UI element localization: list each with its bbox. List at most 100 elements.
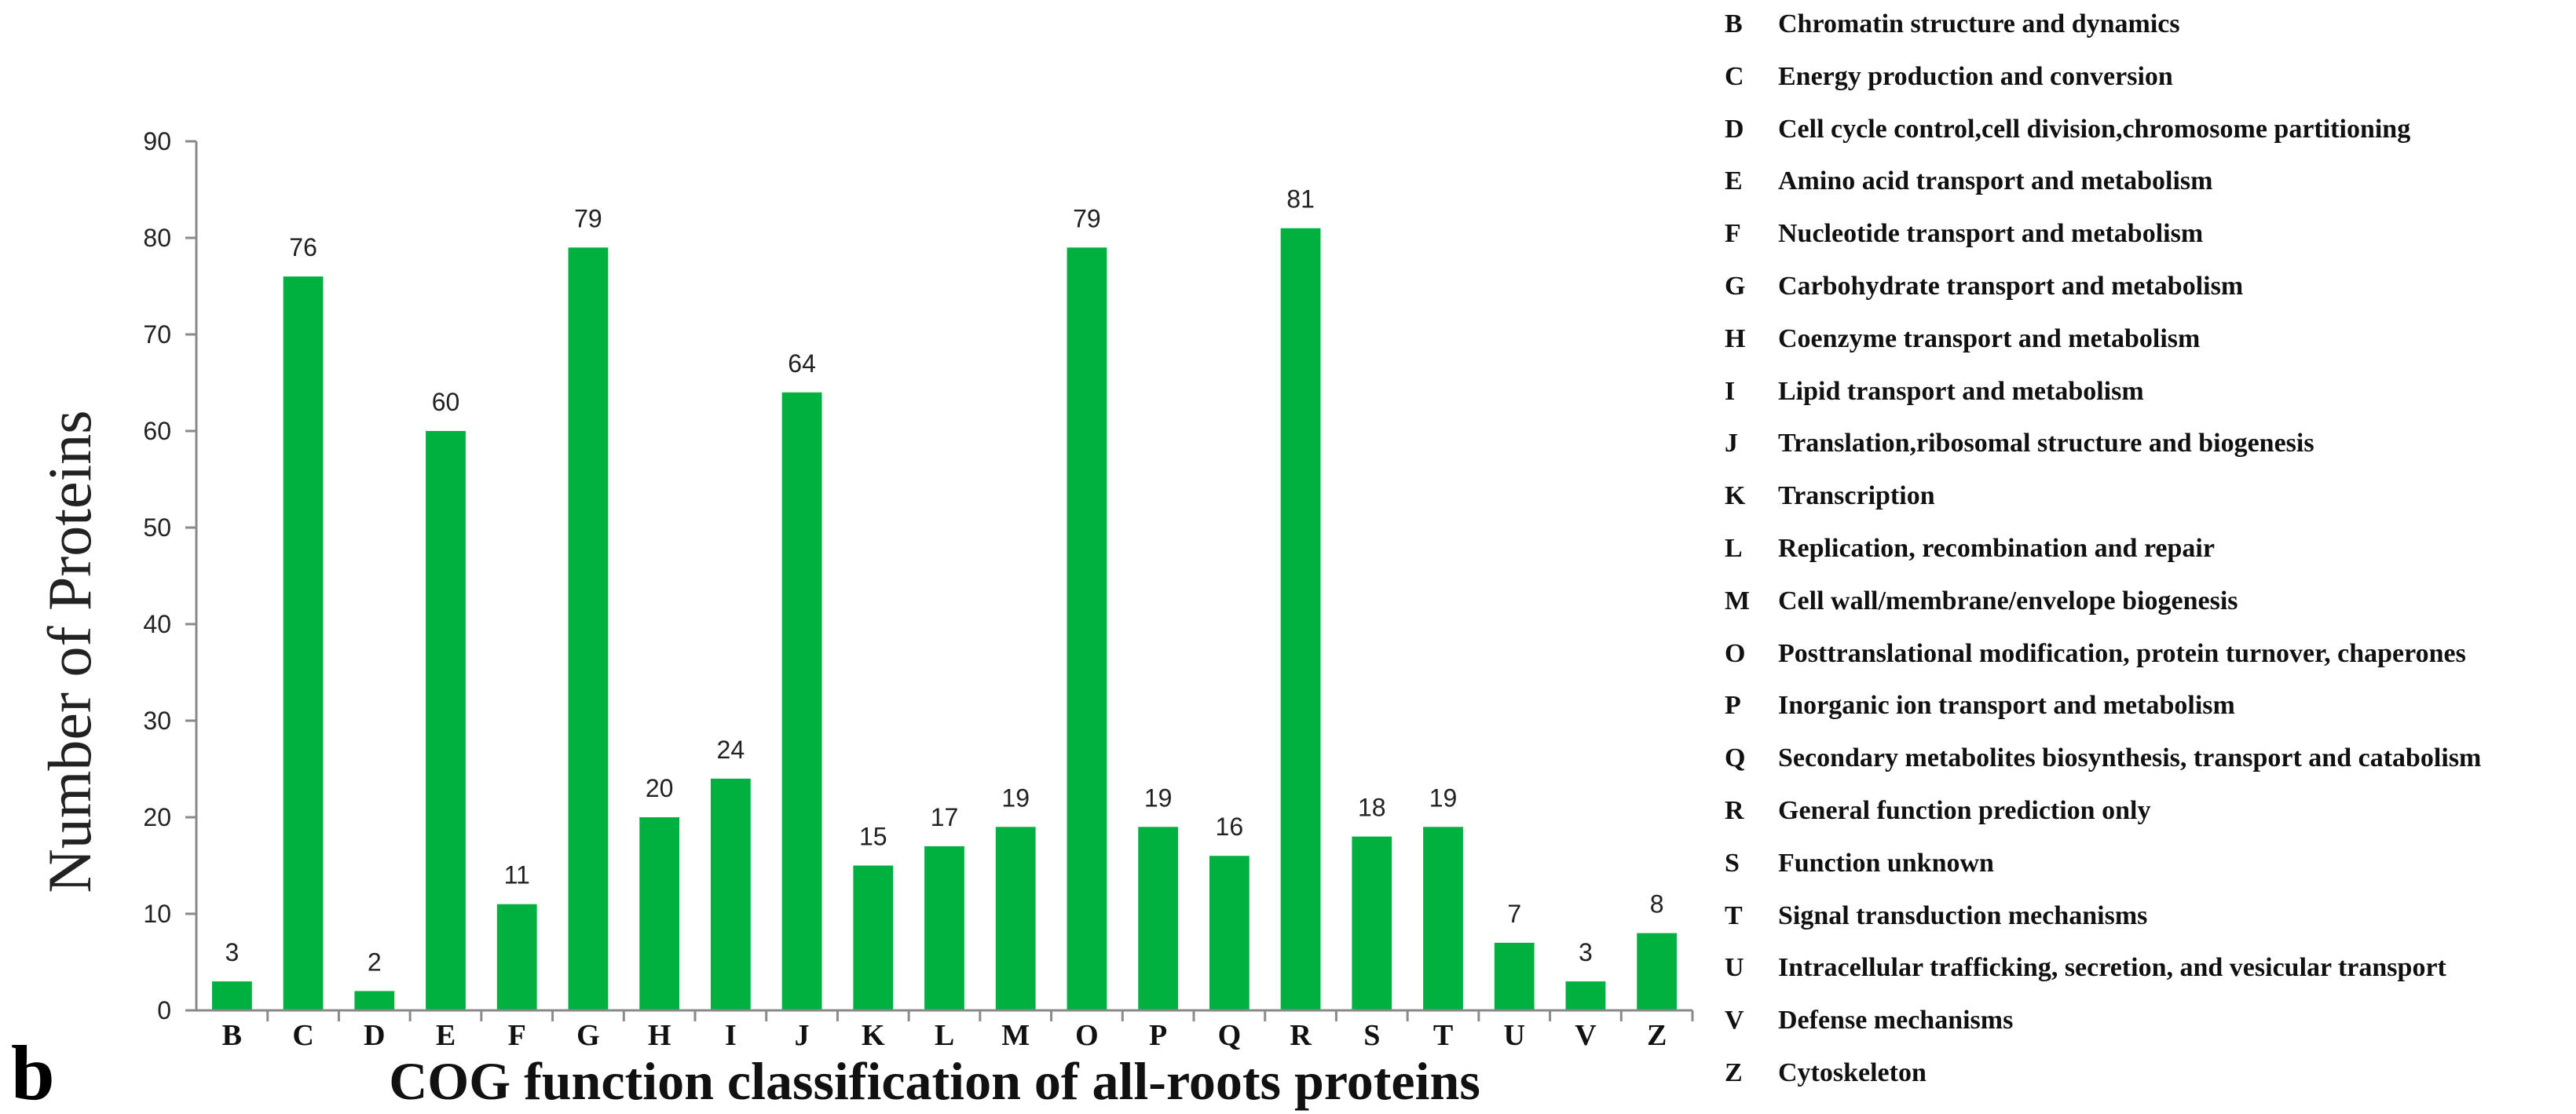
- x-tick-label-D: D: [364, 1019, 385, 1052]
- legend-text: Cytoskeleton: [1778, 1057, 1927, 1087]
- data-label-F: 11: [504, 861, 530, 889]
- x-tick-label-S: S: [1363, 1019, 1380, 1052]
- y-tick-label: 10: [143, 900, 171, 928]
- y-tick-label: 70: [143, 320, 171, 349]
- y-tick-label: 50: [143, 513, 171, 542]
- legend-item-H: H Coenzyme transport and metabolism: [1725, 324, 2573, 377]
- bar-U: [1494, 942, 1535, 1010]
- legend-text: Cell wall/membrane/envelope biogenesis: [1778, 586, 2238, 615]
- x-tick-label-O: O: [1075, 1019, 1099, 1052]
- legend-text: General function prediction only: [1778, 795, 2151, 825]
- bar-O: [1067, 247, 1107, 1010]
- legend-code: M: [1725, 586, 1751, 615]
- x-axis-title: COG function classification of all-roots…: [389, 1051, 1480, 1111]
- data-label-Q: 16: [1216, 813, 1244, 841]
- data-label-V: 3: [1579, 938, 1593, 966]
- legend: B Chromatin structure and dynamics C Energy…: [1725, 9, 2573, 1111]
- legend-item-P: P Inorganic ion transport and metabolism: [1725, 691, 2573, 743]
- legend-text: Posttranslational modification, protein …: [1778, 638, 2466, 668]
- legend-code: Q: [1725, 743, 1746, 773]
- x-tick-label-Q: Q: [1218, 1019, 1242, 1052]
- legend-code: D: [1725, 114, 1744, 144]
- y-axis-title: Number of Proteins: [35, 410, 104, 893]
- legend-text: Translation,ribosomal structure and biog…: [1778, 429, 2314, 458]
- bar-R: [1280, 228, 1321, 1010]
- bar-chart: 0 10 20 30 40 50 60 70 80 90 3 76 2 60 11 79 20 24 64 15 17…: [11, 127, 1694, 1114]
- legend-code: J: [1725, 429, 1738, 458]
- bar-Q: [1209, 856, 1250, 1010]
- bar-I: [710, 778, 751, 1010]
- x-tick-label-U: U: [1503, 1019, 1524, 1052]
- legend-code: Z: [1725, 1057, 1743, 1087]
- legend-text: Chromatin structure and dynamics: [1778, 9, 2180, 38]
- data-label-E: 60: [432, 388, 460, 416]
- legend-item-Q: Q Secondary metabolites biosynthesis, tra…: [1725, 743, 2573, 796]
- bar-K: [853, 865, 894, 1010]
- data-label-D: 2: [368, 948, 382, 976]
- legend-item-T: T Signal transduction mechanisms: [1725, 901, 2573, 954]
- legend-code: H: [1725, 323, 1746, 353]
- legend-code: I: [1725, 376, 1736, 406]
- legend-text: Defense mechanisms: [1778, 1006, 2014, 1035]
- legend-item-F: F Nucleotide transport and metabolism: [1725, 219, 2573, 272]
- legend-item-D: D Cell cycle control,cell division,chromo…: [1725, 115, 2573, 167]
- x-tick-label-J: J: [795, 1019, 810, 1052]
- data-label-C: 76: [289, 233, 317, 261]
- legend-code: P: [1725, 691, 1741, 721]
- data-label-G: 79: [574, 204, 602, 232]
- legend-code: V: [1725, 1006, 1744, 1035]
- legend-item-U: U Intracellular trafficking, secretion, a…: [1725, 953, 2573, 1006]
- y-tick-label: 40: [143, 610, 171, 638]
- x-tick-label-E: E: [436, 1019, 456, 1052]
- legend-text: Carbohydrate transport and metabolism: [1778, 271, 2244, 301]
- legend-code: T: [1725, 900, 1743, 930]
- bar-E: [426, 431, 466, 1010]
- legend-code: R: [1725, 795, 1744, 825]
- legend-text: Nucleotide transport and metabolism: [1778, 219, 2204, 249]
- bar-B: [211, 981, 252, 1010]
- x-tick-label-V: V: [1575, 1019, 1597, 1052]
- y-tick-label: 30: [143, 707, 171, 735]
- legend-text: Cell cycle control,cell division,chromos…: [1778, 114, 2411, 144]
- legend-item-J: J Translation,ribosomal structure and bio…: [1725, 429, 2573, 481]
- bar-V: [1565, 981, 1606, 1010]
- x-tick-label-Z: Z: [1647, 1019, 1667, 1052]
- legend-text: Amino acid transport and metabolism: [1778, 166, 2213, 196]
- legend-item-R: R General function prediction only: [1725, 796, 2573, 849]
- data-label-L: 17: [931, 803, 959, 831]
- bar-P: [1138, 827, 1179, 1010]
- legend-text: Coenzyme transport and metabolism: [1778, 323, 2201, 353]
- y-tick-label: 0: [157, 996, 171, 1025]
- legend-text: Secondary metabolites biosynthesis, tran…: [1778, 743, 2482, 773]
- data-labels: 3 76 2 60 11 79 20 24 64 15 17 19 79 19 16 81 18 19 7 3 8: [225, 185, 1663, 977]
- x-tick-label-T: T: [1433, 1019, 1453, 1052]
- bar-M: [995, 827, 1036, 1010]
- legend-code: F: [1725, 219, 1741, 249]
- legend-text: Function unknown: [1778, 848, 1994, 878]
- x-tick-label-M: M: [1001, 1019, 1030, 1052]
- legend-item-S: S Function unknown: [1725, 849, 2573, 901]
- x-tick-label-P: P: [1149, 1019, 1167, 1052]
- legend-text: Lipid transport and metabolism: [1778, 376, 2144, 406]
- legend-text: Transcription: [1778, 481, 1935, 511]
- x-tick-label-B: B: [222, 1019, 242, 1052]
- legend-text: Signal transduction mechanisms: [1778, 900, 2148, 930]
- legend-item-E: E Amino acid transport and metabolism: [1725, 166, 2573, 219]
- bar-J: [781, 392, 822, 1010]
- legend-text: Energy production and conversion: [1778, 61, 2173, 91]
- y-tick-label: 90: [143, 127, 171, 155]
- y-tick-label: 20: [143, 803, 171, 831]
- bar-S: [1352, 836, 1392, 1010]
- data-label-U: 7: [1507, 900, 1521, 928]
- data-label-K: 15: [859, 823, 887, 851]
- legend-item-Z: Z Cytoskeleton: [1725, 1058, 2573, 1111]
- data-label-J: 64: [788, 349, 816, 378]
- legend-code: G: [1725, 271, 1746, 301]
- bar-L: [924, 846, 964, 1010]
- data-label-B: 3: [225, 938, 239, 966]
- y-axis-ticks: 0 10 20 30 40 50 60 70 80 90: [143, 127, 196, 1025]
- bar-C: [283, 276, 324, 1010]
- x-tick-label-F: F: [508, 1019, 526, 1052]
- data-label-S: 18: [1358, 794, 1386, 822]
